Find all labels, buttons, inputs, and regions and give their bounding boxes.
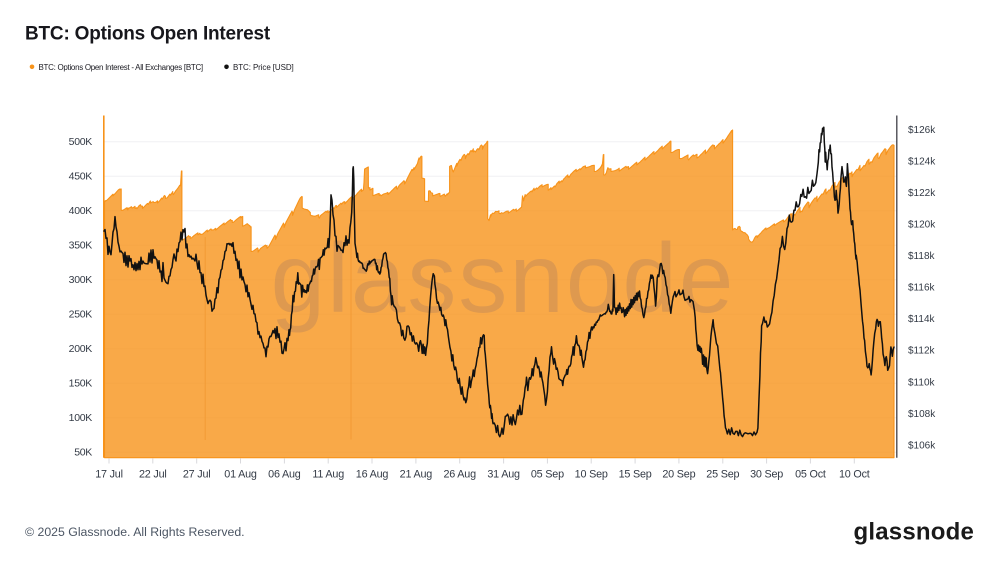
svg-text:06 Aug: 06 Aug [268,469,301,481]
svg-text:50K: 50K [74,446,92,458]
svg-text:$110k: $110k [908,377,936,388]
svg-text:$114k: $114k [908,314,936,325]
svg-text:$120k: $120k [908,220,936,231]
svg-text:$106k: $106k [908,440,936,451]
svg-text:05 Oct: 05 Oct [795,469,826,481]
svg-text:05 Sep: 05 Sep [531,469,564,481]
svg-text:26 Aug: 26 Aug [443,469,476,481]
svg-text:BTC: Options Open Interest: BTC: Options Open Interest [25,24,271,45]
svg-text:10 Sep: 10 Sep [575,469,608,481]
svg-text:450K: 450K [69,170,93,182]
svg-text:200K: 200K [69,343,93,355]
svg-text:$122k: $122k [908,188,936,199]
svg-text:$108k: $108k [908,409,936,420]
svg-text:BTC: Options Open Interest - A: BTC: Options Open Interest - All Exchang… [39,63,203,72]
svg-text:100K: 100K [69,412,93,424]
svg-text:01 Aug: 01 Aug [224,469,257,481]
svg-text:© 2025 Glassnode. All Rights R: © 2025 Glassnode. All Rights Reserved. [25,525,245,539]
svg-text:17 Jul: 17 Jul [95,469,123,481]
svg-text:350K: 350K [69,239,93,251]
svg-text:$118k: $118k [908,251,936,262]
svg-text:25 Sep: 25 Sep [706,469,739,481]
svg-text:31 Aug: 31 Aug [487,469,520,481]
svg-text:16 Aug: 16 Aug [356,469,389,481]
svg-text:150K: 150K [69,377,93,389]
svg-text:21 Aug: 21 Aug [400,469,433,481]
svg-text:BTC: Price [USD]: BTC: Price [USD] [233,63,294,72]
svg-text:glassnode: glassnode [854,519,975,546]
svg-text:$126k: $126k [908,125,936,136]
svg-text:20 Sep: 20 Sep [662,469,695,481]
svg-text:500K: 500K [69,136,93,148]
svg-text:$112k: $112k [908,346,936,357]
svg-text:400K: 400K [69,205,93,217]
svg-text:300K: 300K [69,274,93,286]
svg-text:11 Aug: 11 Aug [312,469,344,481]
svg-text:10 Oct: 10 Oct [839,469,870,481]
svg-text:15 Sep: 15 Sep [619,469,652,481]
svg-text:$124k: $124k [908,156,936,167]
svg-text:30 Sep: 30 Sep [750,469,783,481]
svg-text:250K: 250K [69,308,93,320]
svg-text:$116k: $116k [908,283,936,294]
svg-text:27 Jul: 27 Jul [183,469,211,481]
svg-text:22 Jul: 22 Jul [139,469,167,481]
